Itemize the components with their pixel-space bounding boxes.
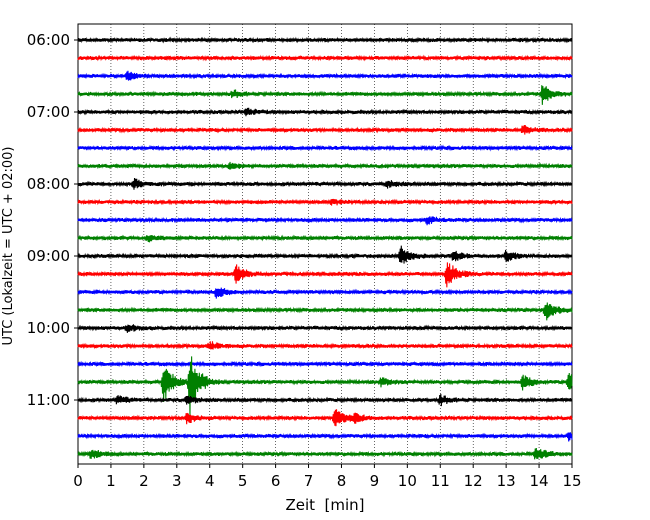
- trace-line: [77, 161, 573, 170]
- trace-line: [77, 144, 573, 152]
- x-axis-ticks: 0 1 2 3 4 5 6 7 8 9 10 11 12 13 14 15: [73, 464, 582, 490]
- trace-line: [77, 216, 573, 226]
- y-axis-label: UTC (Lokalzeit = UTC + 02:00): [1, 147, 16, 346]
- x-tick-label: 2: [139, 472, 149, 490]
- trace-line: [77, 302, 573, 321]
- trace-line: [77, 178, 573, 190]
- x-tick-label: 7: [304, 472, 314, 490]
- trace-line: [77, 360, 573, 368]
- vertical-grid: [110, 24, 540, 464]
- x-tick-label: 13: [497, 472, 516, 490]
- x-tick-label: 4: [205, 472, 215, 490]
- x-tick-label: 8: [337, 472, 347, 490]
- x-tick-label: 5: [238, 472, 248, 490]
- trace-line: [77, 356, 573, 417]
- x-tick-label: 6: [271, 472, 281, 490]
- trace-line: [77, 36, 573, 44]
- x-tick-label: 10: [398, 472, 417, 490]
- trace-line: [77, 393, 573, 407]
- x-tick-label: 9: [370, 472, 380, 490]
- trace-line: [77, 234, 573, 243]
- x-tick-label: 1: [106, 472, 116, 490]
- trace-line: [77, 70, 573, 81]
- trace-line: [77, 447, 573, 460]
- x-axis-label: Zeit [min]: [285, 496, 364, 514]
- trace-line: [77, 54, 573, 62]
- trace-line: [77, 107, 573, 117]
- trace-line: [77, 324, 573, 333]
- x-tick-label: 0: [73, 472, 83, 490]
- trace-line: [77, 85, 573, 105]
- y-tick-label: 08:00: [27, 175, 70, 193]
- x-tick-label: 11: [431, 472, 450, 490]
- y-tick-label: 10:00: [27, 319, 70, 337]
- y-tick-label: 07:00: [27, 103, 70, 121]
- x-tick-label: 15: [562, 472, 581, 490]
- x-tick-label: 12: [464, 472, 483, 490]
- trace-line: [77, 198, 573, 206]
- y-tick-label: 09:00: [27, 247, 70, 265]
- seismogram-traces: [77, 36, 573, 460]
- plot-frame: [77, 23, 573, 465]
- y-tick-label: 11:00: [27, 391, 70, 409]
- trace-line: [77, 409, 573, 427]
- trace-line: [77, 245, 573, 264]
- x-tick-label: 14: [530, 472, 549, 490]
- trace-line: [77, 125, 573, 135]
- y-tick-label: 06:00: [27, 31, 70, 49]
- trace-line: [77, 341, 573, 350]
- y-axis-ticks: 06:00 07:00 08:00 09:00 10:00 11:00: [27, 31, 78, 409]
- x-tick-label: 3: [172, 472, 182, 490]
- trace-line: [77, 262, 573, 288]
- trace-line: [77, 432, 573, 442]
- trace-line: [77, 287, 573, 299]
